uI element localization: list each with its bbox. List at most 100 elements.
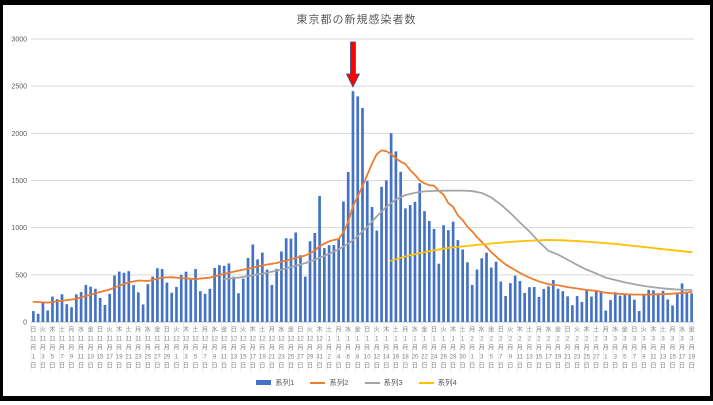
svg-text:13: 13	[87, 355, 94, 361]
svg-text:12: 12	[297, 337, 304, 343]
svg-text:月: 月	[593, 345, 599, 352]
svg-text:土: 土	[460, 326, 466, 334]
svg-text:月: 月	[431, 345, 437, 352]
svg-text:月: 月	[670, 345, 676, 352]
svg-text:15: 15	[669, 355, 676, 361]
svg-text:月: 月	[374, 345, 380, 352]
svg-text:日: 日	[383, 363, 389, 370]
svg-text:4: 4	[337, 355, 341, 361]
svg-text:日: 日	[97, 327, 103, 334]
svg-text:日: 日	[374, 363, 380, 370]
legend-item-series1[interactable]: 系列1	[256, 377, 294, 388]
svg-text:3: 3	[671, 337, 675, 343]
svg-text:2: 2	[537, 337, 541, 343]
svg-text:木: 木	[450, 326, 456, 334]
svg-text:日: 日	[78, 363, 84, 370]
svg-text:金: 金	[421, 326, 427, 334]
svg-text:日: 日	[526, 363, 532, 370]
svg-text:12: 12	[211, 337, 218, 343]
svg-text:5: 5	[194, 355, 198, 361]
svg-text:月: 月	[135, 345, 141, 352]
svg-text:月: 月	[612, 345, 618, 352]
svg-text:木: 木	[317, 326, 323, 334]
svg-text:日: 日	[164, 363, 170, 370]
svg-text:日: 日	[307, 363, 313, 370]
svg-text:火: 火	[40, 327, 46, 334]
svg-text:日: 日	[259, 363, 265, 370]
svg-text:月: 月	[154, 345, 160, 352]
svg-text:1: 1	[442, 337, 446, 343]
svg-text:27: 27	[593, 355, 600, 361]
svg-text:22: 22	[421, 355, 428, 361]
svg-text:1: 1	[604, 355, 608, 361]
svg-text:25: 25	[583, 355, 590, 361]
svg-text:月: 月	[259, 345, 265, 352]
svg-text:火: 火	[173, 327, 179, 334]
legend-item-series3[interactable]: 系列3	[364, 377, 403, 388]
svg-text:火: 火	[441, 327, 447, 334]
svg-text:17: 17	[679, 355, 686, 361]
svg-text:1: 1	[347, 337, 351, 343]
svg-text:日: 日	[498, 363, 504, 370]
svg-text:日: 日	[431, 327, 437, 334]
svg-text:21: 21	[269, 355, 276, 361]
svg-text:月: 月	[107, 345, 113, 352]
svg-text:23: 23	[574, 355, 581, 361]
svg-text:日: 日	[231, 363, 237, 370]
svg-text:11: 11	[107, 337, 114, 343]
svg-text:日: 日	[498, 327, 504, 334]
svg-text:12: 12	[288, 337, 295, 343]
svg-text:8: 8	[356, 355, 360, 361]
chart-plot[interactable]: 050010001500200025003000日11月1日火11月3日木11月…	[3, 5, 710, 396]
svg-text:9: 9	[70, 355, 74, 361]
svg-text:19: 19	[688, 355, 695, 361]
svg-text:金: 金	[288, 326, 294, 334]
svg-text:日: 日	[40, 363, 46, 370]
svg-text:日: 日	[555, 363, 561, 370]
svg-text:月: 月	[135, 327, 141, 334]
svg-text:12: 12	[183, 337, 190, 343]
legend-label-series1: 系列1	[275, 378, 295, 387]
svg-text:3: 3	[633, 337, 637, 343]
line-series3[interactable]	[223, 189, 693, 292]
svg-text:月: 月	[250, 345, 256, 352]
svg-text:1: 1	[413, 337, 417, 343]
svg-text:水: 水	[78, 326, 84, 334]
svg-text:金: 金	[88, 326, 94, 334]
legend-label-series3: 系列3	[383, 378, 403, 387]
line-series2[interactable]	[32, 149, 693, 304]
annotation-arrow-icon[interactable]	[345, 41, 361, 88]
svg-text:月: 月	[536, 345, 542, 352]
svg-text:9: 9	[509, 355, 513, 361]
svg-text:12: 12	[173, 337, 180, 343]
svg-text:月: 月	[97, 345, 103, 352]
svg-text:日: 日	[173, 363, 179, 370]
svg-text:12: 12	[221, 337, 228, 343]
svg-text:12: 12	[249, 337, 256, 343]
svg-text:土: 土	[593, 326, 599, 334]
svg-text:水: 水	[212, 326, 218, 334]
svg-text:日: 日	[126, 363, 132, 370]
svg-text:日: 日	[431, 363, 437, 370]
svg-text:月: 月	[116, 345, 122, 352]
svg-text:日: 日	[450, 363, 456, 370]
legend-item-series2[interactable]: 系列2	[310, 377, 349, 388]
bars-series1[interactable]	[32, 91, 693, 322]
svg-text:月: 月	[450, 345, 456, 352]
svg-text:12: 12	[259, 337, 266, 343]
svg-text:月: 月	[660, 345, 666, 352]
y-tick-label: 2500	[11, 84, 27, 91]
svg-text:月: 月	[488, 345, 494, 352]
svg-text:日: 日	[460, 363, 466, 370]
legend-item-series4[interactable]: 系列4	[418, 377, 457, 388]
line-series4[interactable]	[390, 239, 693, 262]
svg-text:11: 11	[135, 337, 142, 343]
svg-text:月: 月	[69, 345, 75, 352]
svg-text:17: 17	[545, 355, 552, 361]
svg-text:日: 日	[221, 363, 227, 370]
svg-text:19: 19	[259, 355, 266, 361]
svg-text:月: 月	[240, 345, 246, 352]
svg-text:3: 3	[614, 337, 618, 343]
svg-text:月: 月	[584, 345, 590, 352]
svg-text:金: 金	[221, 326, 227, 334]
